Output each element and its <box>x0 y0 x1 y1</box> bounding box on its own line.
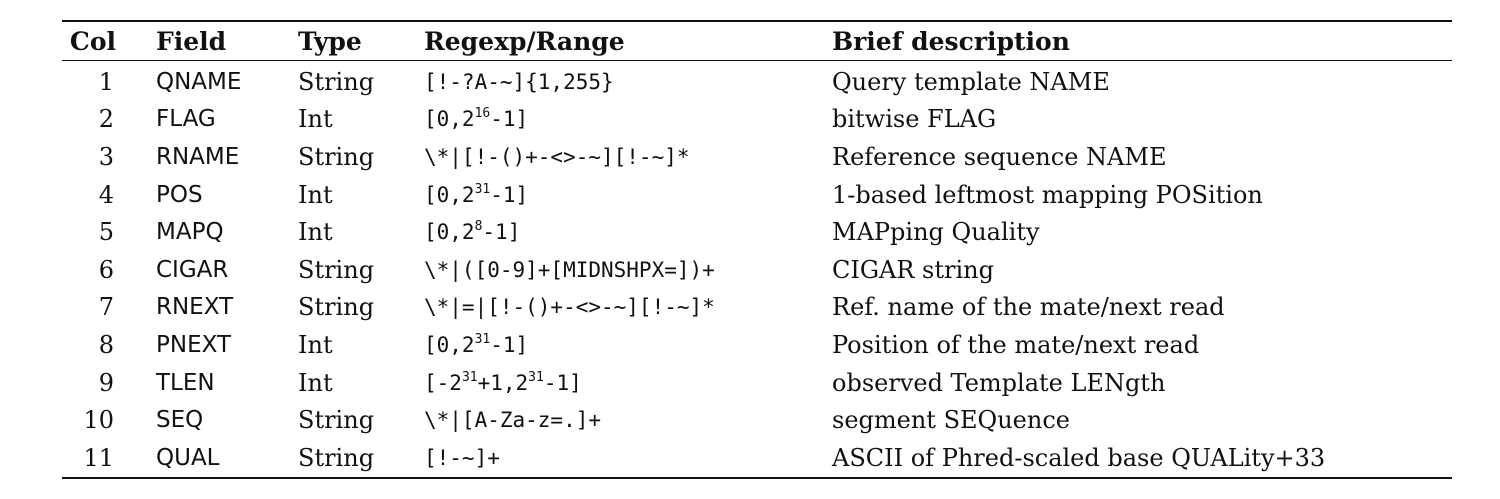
regexp-exponent: 31 <box>474 181 491 197</box>
cell-type: Int <box>298 330 333 359</box>
cell-type: String <box>298 142 375 171</box>
table-row: 2 FLAG Int [0,216-1] bitwise FLAG <box>62 101 1452 139</box>
regexp-text: +1,2 <box>477 370 529 395</box>
regexp-text: -1] <box>490 332 529 357</box>
table-row: 1 QNAME String [!-?A-~]{1,255} Query templat… <box>62 61 1452 101</box>
cell-col-number: 7 <box>98 293 114 322</box>
cell-description: segment SEQuence <box>832 406 1070 435</box>
cell-type: Int <box>298 180 333 209</box>
regexp-text: [0,2 <box>424 332 475 357</box>
regexp-exponent: 8 <box>474 219 483 235</box>
table-row: 6 CIGAR String \*|([0-9]+[MIDNSHPX=])+ CIGAR… <box>62 251 1452 289</box>
cell-description: observed Template LENgth <box>832 368 1166 397</box>
cell-type: String <box>298 255 375 284</box>
sam-fields-table-container: Col Field Type Regexp/Range Brief descri… <box>62 20 1452 479</box>
cell-col-number: 10 <box>83 406 114 435</box>
cell-col-number: 1 <box>98 67 114 96</box>
regexp-text: [0,2 <box>424 182 475 207</box>
cell-type: String <box>298 443 375 472</box>
cell-regexp: [0,28-1] <box>418 213 832 251</box>
cell-col-number: 5 <box>98 218 114 247</box>
cell-regexp: [0,216-1] <box>418 101 832 139</box>
regexp-text: \*|[!-()+-<>-~][!-~]* <box>424 144 690 169</box>
header-regexp: Regexp/Range <box>424 26 625 56</box>
cell-col-number: 2 <box>98 105 114 134</box>
regexp-text: -1] <box>543 370 582 395</box>
cell-regexp: \*|([0-9]+[MIDNSHPX=])+ <box>418 251 832 289</box>
cell-type: Int <box>298 368 333 397</box>
cell-field-name: QUAL <box>156 444 220 471</box>
cell-field-name: SEQ <box>156 407 204 434</box>
regexp-text: \*|=|[!-()+-<>-~][!-~]* <box>424 295 715 320</box>
regexp-text: [!-?A-~]{1,255} <box>424 69 614 94</box>
cell-field-name: POS <box>156 181 203 208</box>
regexp-exponent: 31 <box>474 331 491 347</box>
cell-regexp: [-231+1,231-1] <box>418 364 832 402</box>
regexp-exponent: 31 <box>528 369 544 385</box>
cell-field-name: RNEXT <box>156 294 234 321</box>
cell-field-name: PNEXT <box>156 331 232 358</box>
cell-description: 1-based leftmost mapping POSition <box>832 180 1263 209</box>
regexp-text: [!-~]+ <box>424 445 500 470</box>
regexp-text: [0,2 <box>424 220 475 245</box>
regexp-text: \*|([0-9]+[MIDNSHPX=])+ <box>424 257 715 282</box>
cell-type: String <box>298 406 375 435</box>
table-row: 3 RNAME String \*|[!-()+-<>-~][!-~]* Referen… <box>62 138 1452 176</box>
cell-regexp: \*|=|[!-()+-<>-~][!-~]* <box>418 289 832 327</box>
cell-col-number: 8 <box>98 330 114 359</box>
header-col: Col <box>69 26 116 56</box>
regexp-text: \*|[A-Za-z=.]+ <box>424 408 602 433</box>
cell-type: String <box>298 293 375 322</box>
cell-description: CIGAR string <box>832 255 994 284</box>
regexp-exponent: 31 <box>461 369 478 385</box>
cell-col-number: 9 <box>98 368 114 397</box>
table-row: 10 SEQ String \*|[A-Za-z=.]+ segment SEQuenc… <box>62 401 1452 439</box>
header-field: Field <box>156 26 227 56</box>
cell-description: bitwise FLAG <box>832 105 997 134</box>
cell-regexp: [!-?A-~]{1,255} <box>418 61 832 101</box>
regexp-exponent: 16 <box>474 106 491 122</box>
table-row: 5 MAPQ Int [0,28-1] MAPping Quality <box>62 213 1452 251</box>
cell-regexp: [0,231-1] <box>418 176 832 214</box>
cell-field-name: TLEN <box>156 369 215 396</box>
cell-field-name: MAPQ <box>156 219 224 246</box>
table-row: 9 TLEN Int [-231+1,231-1] observed Template … <box>62 364 1452 402</box>
header-description: Brief description <box>832 26 1070 56</box>
regexp-text: -1] <box>490 107 529 132</box>
cell-type: Int <box>298 105 333 134</box>
cell-col-number: 4 <box>98 180 114 209</box>
header-type: Type <box>298 26 362 56</box>
table-row: 4 POS Int [0,231-1] 1-based leftmost mapping… <box>62 176 1452 214</box>
cell-description: ASCII of Phred-scaled base QUALity+33 <box>832 443 1326 472</box>
cell-field-name: QNAME <box>156 68 242 95</box>
cell-regexp: [!-~]+ <box>418 439 832 478</box>
header-row: Col Field Type Regexp/Range Brief descri… <box>62 21 1452 61</box>
cell-col-number: 6 <box>98 255 114 284</box>
sam-fields-table: Col Field Type Regexp/Range Brief descri… <box>62 20 1452 479</box>
cell-col-number: 3 <box>98 142 114 171</box>
cell-description: Query template NAME <box>832 67 1110 96</box>
cell-field-name: CIGAR <box>156 256 229 283</box>
regexp-text: [-2 <box>424 370 462 395</box>
cell-description: Position of the mate/next read <box>832 330 1200 359</box>
table-row: 11 QUAL String [!-~]+ ASCII of Phred-scaled … <box>62 439 1452 478</box>
table-header: Col Field Type Regexp/Range Brief descri… <box>62 21 1452 61</box>
cell-type: String <box>298 67 375 96</box>
cell-description: Ref. name of the mate/next read <box>832 293 1225 322</box>
cell-description: Reference sequence NAME <box>832 142 1167 171</box>
regexp-text: [0,2 <box>424 107 475 132</box>
cell-field-name: RNAME <box>156 143 240 170</box>
table-body: 1 QNAME String [!-?A-~]{1,255} Query templat… <box>62 61 1452 478</box>
table-row: 8 PNEXT Int [0,231-1] Position of the mate/n… <box>62 326 1452 364</box>
regexp-text: -1] <box>490 182 529 207</box>
cell-regexp: [0,231-1] <box>418 326 832 364</box>
cell-type: Int <box>298 218 333 247</box>
cell-col-number: 11 <box>83 443 114 472</box>
table-row: 7 RNEXT String \*|=|[!-()+-<>-~][!-~]* Ref. … <box>62 289 1452 327</box>
cell-description: MAPping Quality <box>832 218 1040 247</box>
cell-regexp: \*|[A-Za-z=.]+ <box>418 401 832 439</box>
cell-regexp: \*|[!-()+-<>-~][!-~]* <box>418 138 832 176</box>
cell-field-name: FLAG <box>156 106 216 133</box>
regexp-text: -1] <box>482 220 521 245</box>
